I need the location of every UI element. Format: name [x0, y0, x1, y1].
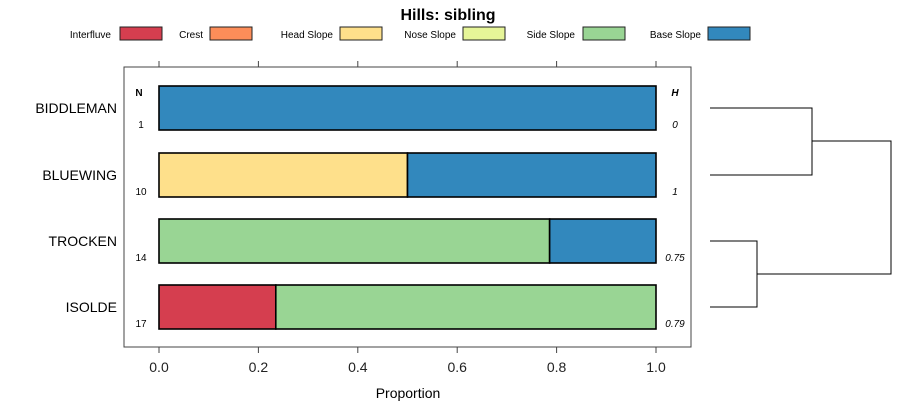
- legend-swatch: [119, 26, 163, 41]
- dendrogram-branch-2: [710, 240, 758, 308]
- bar-segment-base-slope: [158, 85, 657, 131]
- n-value: 14: [135, 253, 147, 264]
- category-label: BIDDLEMAN: [35, 100, 117, 116]
- legend-swatch: [582, 26, 626, 41]
- axis-ticks: 0.0 0.2 0.4 0.6 0.8 1.0: [149, 61, 666, 375]
- category-label: BLUEWING: [42, 167, 117, 183]
- bar-segment-side-slope: [158, 218, 551, 264]
- legend-label: Side Slope: [527, 30, 576, 41]
- h-value: 0.75: [665, 253, 685, 264]
- x-axis-label: Proportion: [376, 385, 441, 401]
- bar-segment-side-slope: [274, 284, 657, 330]
- x-tick-label: 0.4: [348, 359, 368, 375]
- legend-swatch: [209, 26, 253, 41]
- n-value: 17: [135, 319, 147, 330]
- legend: Interfluve Crest Head Slope Nose Slope Side …: [70, 26, 751, 41]
- bar-segment-head-slope: [158, 152, 409, 198]
- bar-segment-base-slope: [406, 152, 657, 198]
- h-value: 1: [672, 187, 678, 198]
- legend-label: Interfluve: [70, 30, 112, 41]
- bar-segment-interfluve: [158, 284, 277, 330]
- legend-label: Base Slope: [650, 30, 702, 41]
- dendrogram-branch-1: [710, 107, 813, 176]
- bar-segment-base-slope: [548, 218, 657, 264]
- n-header: N: [135, 88, 142, 99]
- x-tick-label: 0.2: [249, 359, 269, 375]
- chart-title: Hills: sibling: [400, 7, 495, 24]
- h-header: H: [671, 88, 679, 99]
- legend-swatch: [462, 26, 506, 41]
- category-label: ISOLDE: [66, 299, 117, 315]
- x-tick-label: 0.0: [149, 359, 169, 375]
- x-tick-label: 0.8: [547, 359, 567, 375]
- dendrogram-root: [757, 140, 892, 275]
- dendrogram: [710, 107, 892, 308]
- n-value: 10: [135, 187, 147, 198]
- h-value: 0.79: [665, 319, 685, 330]
- x-tick-label: 0.6: [447, 359, 467, 375]
- legend-swatch: [339, 26, 383, 41]
- h-value: 0: [672, 120, 678, 131]
- legend-swatch: [707, 26, 751, 41]
- n-value: 1: [138, 120, 144, 131]
- plot-panel: [123, 66, 692, 348]
- legend-label: Head Slope: [281, 30, 334, 41]
- x-tick-label: 1.0: [646, 359, 666, 375]
- category-label: TROCKEN: [49, 233, 117, 249]
- legend-label: Nose Slope: [404, 30, 456, 41]
- legend-label: Crest: [179, 30, 203, 41]
